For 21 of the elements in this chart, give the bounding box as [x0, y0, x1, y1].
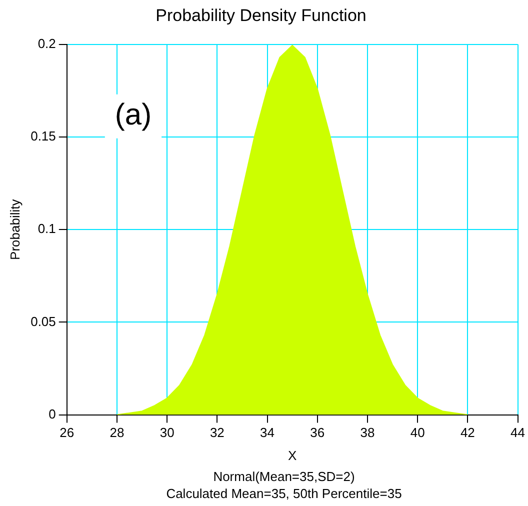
x-tick-label: 28 — [110, 425, 124, 440]
x-tick-label: 36 — [310, 425, 325, 440]
x-tick-label: 32 — [210, 425, 224, 440]
annotation: (a) — [114, 98, 152, 132]
y-tick-label: 0 — [48, 406, 56, 422]
x-tick-label: 30 — [160, 425, 174, 440]
x-tick-label: 26 — [60, 425, 74, 440]
y-tick-label: 0.2 — [38, 36, 56, 51]
x-tick-label: 44 — [510, 425, 526, 440]
text: Normal(Mean=35,SD=2) — [212, 468, 356, 485]
y-tick-label: 0.15 — [30, 128, 56, 144]
x-axis-title: X — [288, 448, 297, 463]
x-tick-label: 38 — [360, 425, 375, 440]
x-tick-label: 34 — [260, 425, 275, 440]
x-tick-label: 40 — [410, 425, 425, 440]
y-axis-title: Probability — [7, 198, 22, 260]
text: Calculated Mean=35, 50th Percentile=35 — [165, 485, 403, 502]
y-tick-label: 0.05 — [30, 314, 56, 329]
y-tick-label: 0.1 — [38, 221, 56, 236]
chart-title: Probability Density Function — [156, 6, 366, 25]
x-tick-label: 42 — [460, 425, 475, 440]
